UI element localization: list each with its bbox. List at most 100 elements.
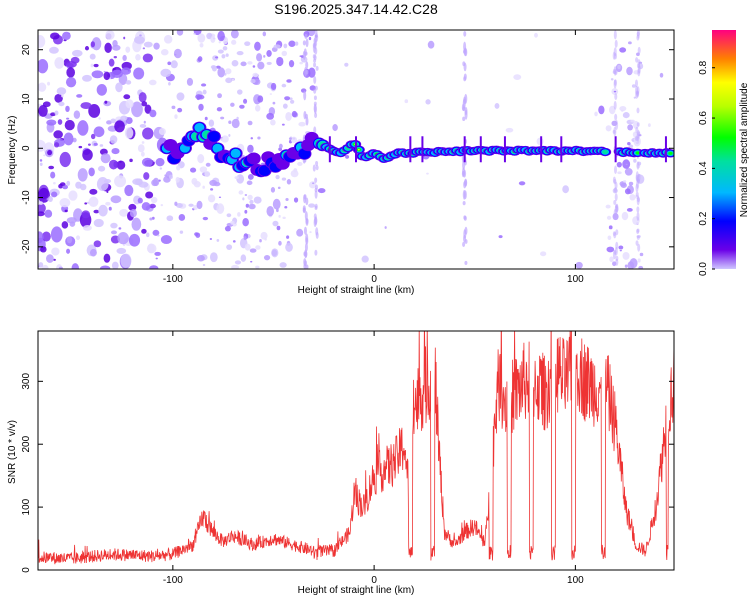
streak-blob (303, 110, 307, 120)
noise-blob (259, 239, 262, 243)
noise-blob (138, 181, 149, 188)
noise-blob (109, 135, 118, 144)
noise-blob (513, 74, 522, 80)
noise-blob (59, 151, 71, 168)
noise-blob (65, 105, 70, 112)
noise-blob (202, 216, 209, 221)
colorbar-tick-label: 0.0 (698, 262, 709, 276)
noise-blob (142, 127, 154, 140)
colorbar-label: Normalized spectral amplitude (739, 82, 750, 217)
streak-blob (464, 260, 468, 265)
noise-blob (284, 96, 291, 101)
noise-blob (221, 135, 229, 143)
noise-blob (124, 127, 134, 139)
colorbar-gradient (712, 30, 736, 269)
noise-blob (637, 258, 641, 263)
streak-blob (613, 79, 617, 86)
noise-blob (284, 205, 288, 209)
noise-blob (617, 171, 622, 175)
noise-blob (228, 133, 231, 137)
noise-blob (151, 179, 158, 187)
noise-blob (143, 41, 153, 48)
streak-blob (613, 100, 617, 110)
noise-blob (88, 143, 91, 146)
noise-blob (54, 57, 65, 69)
noise-blob (77, 168, 88, 182)
streak-blob (612, 250, 616, 260)
noise-blob (606, 215, 612, 220)
noise-blob (609, 105, 616, 115)
noise-blob (122, 54, 127, 61)
noise-blob (234, 260, 242, 265)
noise-blob (309, 231, 312, 234)
noise-blob (160, 203, 164, 207)
noise-blob (619, 249, 622, 252)
noise-blob (82, 148, 93, 161)
noise-blob (84, 202, 88, 205)
noise-blob (275, 174, 280, 180)
streak-blob (635, 57, 639, 63)
streak-blob (634, 136, 638, 141)
noise-blob (231, 78, 235, 82)
noise-blob (91, 70, 104, 79)
noise-blob (174, 201, 178, 206)
noise-blob (143, 120, 146, 124)
noise-blob (38, 201, 43, 205)
streak-blob (637, 46, 641, 54)
noise-blob (99, 265, 111, 269)
noise-blob (72, 137, 77, 143)
noise-blob (332, 124, 338, 132)
noise-blob (129, 158, 133, 163)
noise-blob (221, 54, 226, 59)
noise-blob (125, 99, 134, 109)
streak-blob (462, 106, 466, 111)
noise-blob (639, 252, 644, 257)
noise-blob (250, 78, 256, 84)
noise-blob (113, 56, 117, 59)
noise-blob (311, 182, 315, 185)
noise-blob (59, 198, 71, 208)
streak-blob (304, 211, 308, 221)
noise-blob (197, 33, 206, 43)
noise-blob (51, 247, 60, 256)
noise-blob (252, 72, 259, 78)
snr-marks (38, 331, 674, 565)
streak-blob (315, 165, 319, 171)
noise-blob (272, 101, 276, 105)
noise-blob (297, 161, 303, 166)
noise-blob (621, 211, 629, 221)
noise-blob (298, 121, 306, 127)
noise-blob (39, 162, 43, 166)
y-tick-label: 200 (21, 435, 32, 452)
noise-blob (196, 95, 201, 101)
noise-blob (155, 257, 158, 260)
ridge-blob (635, 151, 640, 155)
noise-blob (137, 144, 145, 153)
noise-blob (244, 243, 251, 251)
noise-blob (193, 181, 201, 188)
noise-blob (120, 115, 128, 121)
noise-blob (38, 203, 46, 214)
noise-blob (224, 72, 227, 76)
streak-blob (462, 116, 466, 122)
noise-blob (118, 227, 122, 230)
noise-blob (46, 119, 57, 126)
noise-blob (202, 263, 206, 267)
noise-blob (253, 196, 262, 204)
noise-blob (594, 111, 598, 117)
noise-blob (50, 32, 60, 40)
noise-blob (66, 67, 75, 78)
noise-blob (88, 104, 101, 118)
streak-blob (615, 241, 619, 250)
noise-blob (619, 47, 627, 53)
streak-blob (462, 189, 466, 200)
noise-blob (69, 221, 76, 227)
noise-blob (246, 180, 253, 186)
streak-blob (613, 200, 617, 205)
snr-frame (37, 330, 675, 571)
noise-blob (269, 93, 273, 95)
noise-blob (248, 203, 256, 210)
noise-blob (38, 231, 44, 244)
streak-blob (314, 190, 318, 199)
